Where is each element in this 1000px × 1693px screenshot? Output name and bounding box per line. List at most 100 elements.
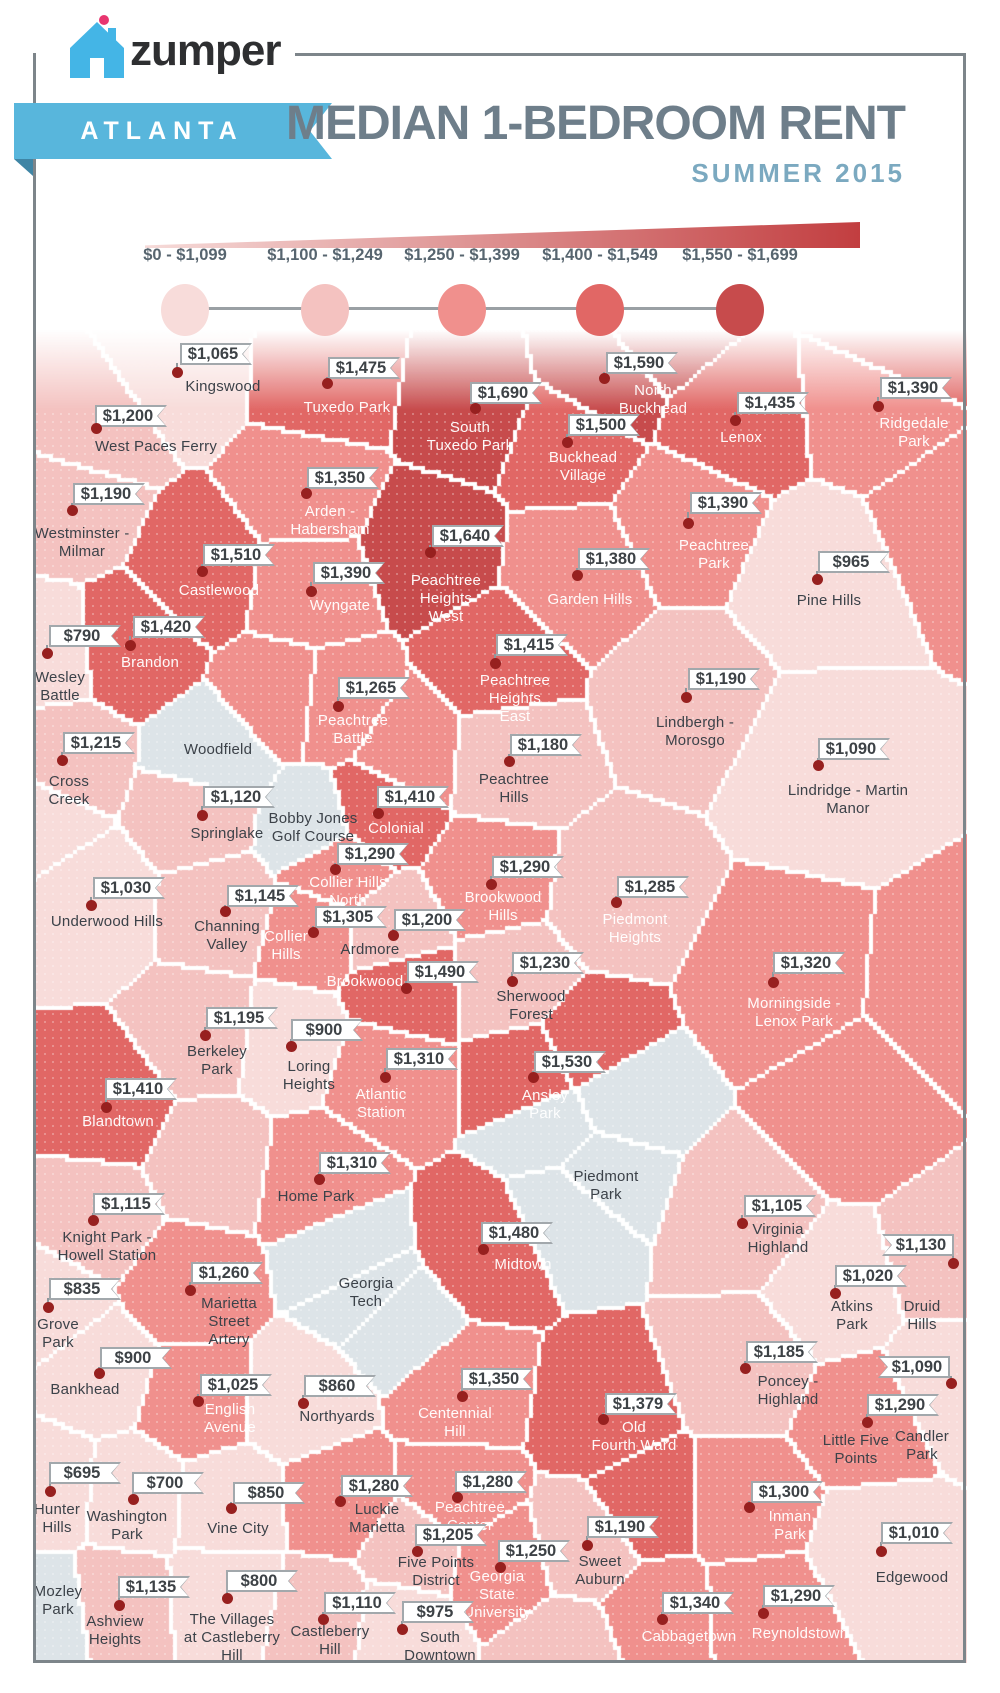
price-value-the-villages-at-castleberry-hill: $800 [240, 1571, 278, 1590]
price-value-blandtown: $1,410 [112, 1079, 164, 1098]
price-flag-face-atkins-park: $1,020 [837, 1267, 905, 1285]
map-dot-north-buckhead [599, 373, 610, 384]
neighborhood-label-hunter-hills: Hunter Hills [33, 1501, 81, 1536]
price-flag-westminster-milmar: $1,190 [73, 483, 145, 505]
price-flag-face-midtown: $1,480 [483, 1224, 551, 1242]
price-value-luckie-marietta: $1,280 [348, 1476, 400, 1495]
price-flag-atlantic-station: $1,310 [386, 1048, 458, 1070]
price-value-westminster-milmar: $1,190 [80, 484, 132, 503]
price-value-midtown: $1,480 [488, 1223, 540, 1242]
price-flag-lindbergh-morosgo: $1,190 [688, 668, 760, 690]
price-flag-face-sherwood-forest: $1,230 [514, 954, 582, 972]
price-flag-berkeley-park: $1,195 [206, 1007, 278, 1029]
map-dot-colonial [373, 808, 384, 819]
price-value-inman-park: $1,300 [758, 1482, 810, 1501]
price-flag-face-english-avenue: $1,025 [202, 1376, 270, 1394]
map-dot-ardmore [388, 930, 399, 941]
price-value-wyngate: $1,390 [320, 563, 372, 582]
price-flag-face-blandtown: $1,410 [107, 1080, 175, 1098]
price-flag-lenox: $1,435 [737, 392, 809, 414]
price-flag-face-peachtree-park: $1,390 [692, 494, 760, 512]
map-dot-atkins-park [830, 1288, 841, 1299]
price-value-peachtree-battle: $1,265 [345, 678, 397, 697]
price-flag-face-candler-park: $1,090 [880, 1358, 948, 1376]
price-value-wesley-battle: $790 [63, 626, 101, 645]
map-dot-the-villages-at-castleberry-hill [222, 1593, 233, 1604]
neighborhood-label-washington-park: Washington Park [86, 1508, 168, 1543]
map-dot-berkeley-park [200, 1030, 211, 1041]
price-value-south-downtown: $975 [416, 1602, 454, 1621]
neighborhood-label-colonial: Colonial [368, 820, 424, 837]
price-flag-face-wesley-battle: $790 [51, 627, 119, 645]
price-flag-edgewood: $1,010 [881, 1522, 953, 1544]
neighborhood-label-piedmont-park: Piedmont Park [573, 1168, 639, 1203]
price-flag-druid-hills: $1,130 [882, 1234, 954, 1256]
price-flag-ardmore: $1,200 [394, 909, 466, 931]
price-flag-face-collier-hills-north: $1,290 [339, 845, 407, 863]
price-flag-face-the-villages-at-castleberry-hill: $800 [228, 1572, 296, 1590]
price-flag-home-park: $1,310 [319, 1152, 391, 1174]
price-value-south-tuxedo-park: $1,690 [477, 383, 529, 402]
neighborhood-label-peachtree-battle: Peachtree Battle [317, 712, 389, 747]
neighborhood-label-five-points-district: Five Points District [397, 1554, 475, 1589]
price-flag-northyards: $860 [304, 1375, 376, 1397]
neighborhood-label-atkins-park: Atkins Park [830, 1298, 874, 1333]
map-dot-brookwood-hills [486, 879, 497, 890]
map-dot-sweet-auburn [582, 1540, 593, 1551]
price-value-sweet-auburn: $1,190 [594, 1517, 646, 1536]
price-flag-face-underwood-hills: $1,030 [95, 879, 163, 897]
price-value-pine-hills: $965 [832, 552, 870, 571]
neighborhood-label-ansley-park: Ansley Park [521, 1087, 569, 1122]
price-value-little-five-points: $1,290 [874, 1395, 926, 1414]
price-flag-bankhead: $900 [100, 1347, 172, 1369]
price-flag-face-ridgedale-park: $1,390 [882, 379, 950, 397]
map-dot-collier-hills [308, 927, 319, 938]
price-flag-face-vine-city: $850 [235, 1484, 303, 1502]
neighborhood-label-tuxedo-park: Tuxedo Park [303, 399, 391, 416]
price-flag-face-south-downtown: $975 [404, 1603, 472, 1621]
price-flag-face-lindbergh-morosgo: $1,190 [690, 670, 758, 688]
price-value-atlantic-station: $1,310 [393, 1049, 445, 1068]
price-flag-face-springlake: $1,120 [205, 788, 273, 806]
neighborhood-label-lindbergh-morosgo: Lindbergh - Morosgo [655, 714, 735, 749]
atlanta-neighborhood-map [33, 330, 967, 1663]
map-dot-vine-city [226, 1503, 237, 1514]
map-dot-sherwood-forest [507, 976, 518, 987]
neighborhood-label-druid-hills: Druid Hills [903, 1298, 941, 1333]
legend-range-label-1-550-1-699: $1,550 - $1,699 [682, 246, 798, 264]
price-value-brandon: $1,420 [140, 617, 192, 636]
price-value-english-avenue: $1,025 [207, 1375, 259, 1394]
price-value-west-paces-ferry: $1,200 [102, 406, 154, 425]
neighborhood-label-woodfield: Woodfield [183, 741, 253, 758]
price-flag-luckie-marietta: $1,280 [341, 1475, 413, 1497]
price-flag-face-cross-creek: $1,215 [65, 734, 133, 752]
price-flag-five-points-district: $1,205 [415, 1524, 487, 1546]
price-flag-midtown: $1,480 [481, 1222, 553, 1244]
map-dot-westminster-milmar [67, 505, 78, 516]
brand-wordmark: zumper [130, 26, 281, 75]
price-value-colonial: $1,410 [384, 787, 436, 806]
price-flag-arden-habersham: $1,350 [307, 467, 379, 489]
price-value-georgia-state-university: $1,250 [505, 1541, 557, 1560]
map-dot-peachtree-heights-west [425, 547, 436, 558]
neighborhood-label-wyngate: Wyngate [309, 597, 371, 614]
map-dot-atlantic-station [380, 1072, 391, 1083]
price-flag-face-northyards: $860 [306, 1377, 374, 1395]
price-flag-ridgedale-park: $1,390 [880, 377, 952, 399]
price-flag-lindridge-martin-manor: $1,090 [818, 738, 890, 760]
frame-left [33, 53, 36, 1663]
price-flag-wyngate: $1,390 [313, 562, 385, 584]
price-value-brookwood: $1,490 [414, 962, 466, 981]
price-value-collier-hills-north: $1,290 [344, 844, 396, 863]
legend-range-label-1-100-1-249: $1,100 - $1,249 [267, 246, 383, 264]
price-value-lindridge-martin-manor: $1,090 [825, 739, 877, 758]
price-flag-face-peachtree-hills: $1,180 [512, 736, 580, 754]
legend-color-dot-1-400-1-549 [576, 284, 624, 336]
price-flag-brookwood: $1,490 [407, 961, 479, 983]
price-flag-piedmont-heights: $1,285 [617, 876, 689, 898]
price-flag-sweet-auburn: $1,190 [587, 1516, 659, 1538]
map-dot-channing-valley [220, 906, 231, 917]
price-flag-collier-hills: $1,305 [315, 906, 387, 928]
map-dot-buckhead-village [562, 437, 573, 448]
price-flag-face-wyngate: $1,390 [315, 564, 383, 582]
